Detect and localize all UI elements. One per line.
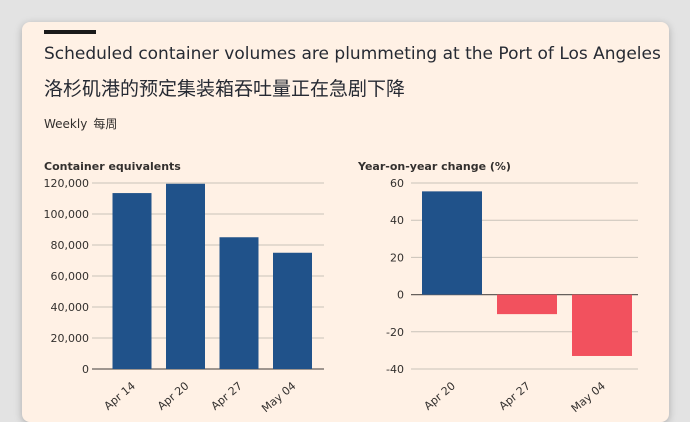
header-rule (44, 30, 96, 34)
bar-may-04 (273, 252, 312, 369)
y-tick-label: 0 (397, 289, 404, 302)
bar-apr-27 (497, 294, 557, 315)
bar-apr-27 (219, 237, 259, 369)
left-axis-title: Container equivalents (44, 160, 181, 173)
frequency-english: Weekly (44, 117, 88, 131)
x-tick-label: Apr 14 (102, 379, 138, 412)
x-tick-label: Apr 27 (209, 379, 245, 412)
y-tick-label: 20,000 (51, 332, 90, 345)
container-volume-chart: Container equivalents 0 20,000 40,000 60,00… (44, 160, 324, 415)
chart-card: Scheduled container volumes are plummeti… (22, 22, 669, 422)
x-tick-label: May 04 (569, 379, 608, 415)
chart-title-english: Scheduled container volumes are plummeti… (44, 44, 661, 64)
y-tick-label: 0 (82, 363, 89, 376)
yoy-change-chart: Year-on-year change (%) -40 -20 0 20 40 60 Apr… (357, 160, 638, 415)
bar-apr-14 (112, 193, 152, 369)
y-tick-label: 20 (390, 251, 404, 264)
y-tick-label: 100,000 (44, 208, 90, 221)
charts-svg: Container equivalents 0 20,000 40,000 60,00… (44, 160, 638, 415)
y-tick-label: 40 (390, 214, 404, 227)
y-tick-label: 120,000 (44, 177, 90, 190)
bar-apr-20 (166, 183, 205, 369)
bar-may-04 (572, 294, 632, 356)
y-tick-label: 80,000 (51, 239, 90, 252)
x-tick-label: May 04 (259, 379, 298, 415)
y-tick-label: 40,000 (51, 301, 90, 314)
chart-subtitle: Weekly 每周 (44, 115, 117, 132)
x-tick-label: Apr 27 (497, 379, 533, 412)
x-tick-label: Apr 20 (155, 379, 191, 412)
y-tick-label: -20 (386, 326, 404, 339)
right-axis-title: Year-on-year change (%) (357, 160, 511, 173)
y-tick-label: 60 (390, 177, 404, 190)
x-tick-label: Apr 20 (422, 379, 458, 412)
bar-apr-20 (422, 191, 482, 295)
chart-title-chinese: 洛杉矶港的预定集装箱吞吐量正在急剧下降 (44, 78, 406, 100)
frequency-chinese: 每周 (93, 117, 118, 131)
y-tick-label: -40 (386, 363, 404, 376)
y-tick-label: 60,000 (51, 270, 90, 283)
